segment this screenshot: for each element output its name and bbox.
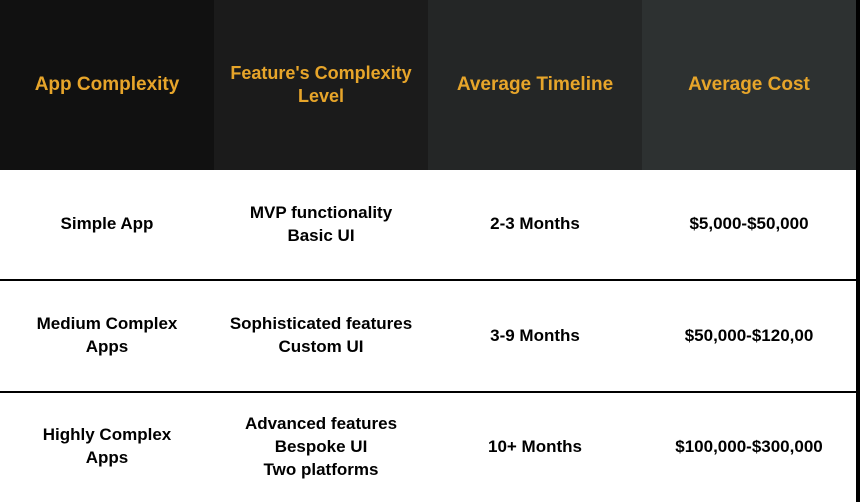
table-header-cost: Average Cost: [642, 0, 856, 170]
cell-features: MVP functionality Basic UI: [214, 170, 428, 279]
cell-timeline: 10+ Months: [428, 393, 642, 502]
table-header-complexity: App Complexity: [0, 0, 214, 170]
table-header-features: Feature's Complexity Level: [214, 0, 428, 170]
app-cost-table: App Complexity Feature's Complexity Leve…: [0, 0, 860, 502]
table-row: Simple App MVP functionality Basic UI 2-…: [0, 170, 856, 279]
cell-cost: $50,000-$120,00: [642, 281, 856, 390]
cell-cost: $100,000-$300,000: [642, 393, 856, 502]
cell-timeline: 3-9 Months: [428, 281, 642, 390]
table-row: Highly Complex Apps Advanced features Be…: [0, 391, 856, 502]
table-header-row: App Complexity Feature's Complexity Leve…: [0, 0, 856, 170]
cell-complexity: Highly Complex Apps: [0, 393, 214, 502]
table-row: Medium Complex Apps Sophisticated featur…: [0, 279, 856, 390]
cell-complexity: Medium Complex Apps: [0, 281, 214, 390]
cell-features: Advanced features Bespoke UI Two platfor…: [214, 393, 428, 502]
table-header-timeline: Average Timeline: [428, 0, 642, 170]
cell-cost: $5,000-$50,000: [642, 170, 856, 279]
table-body: Simple App MVP functionality Basic UI 2-…: [0, 170, 856, 502]
cell-features: Sophisticated features Custom UI: [214, 281, 428, 390]
cell-timeline: 2-3 Months: [428, 170, 642, 279]
cell-complexity: Simple App: [0, 170, 214, 279]
